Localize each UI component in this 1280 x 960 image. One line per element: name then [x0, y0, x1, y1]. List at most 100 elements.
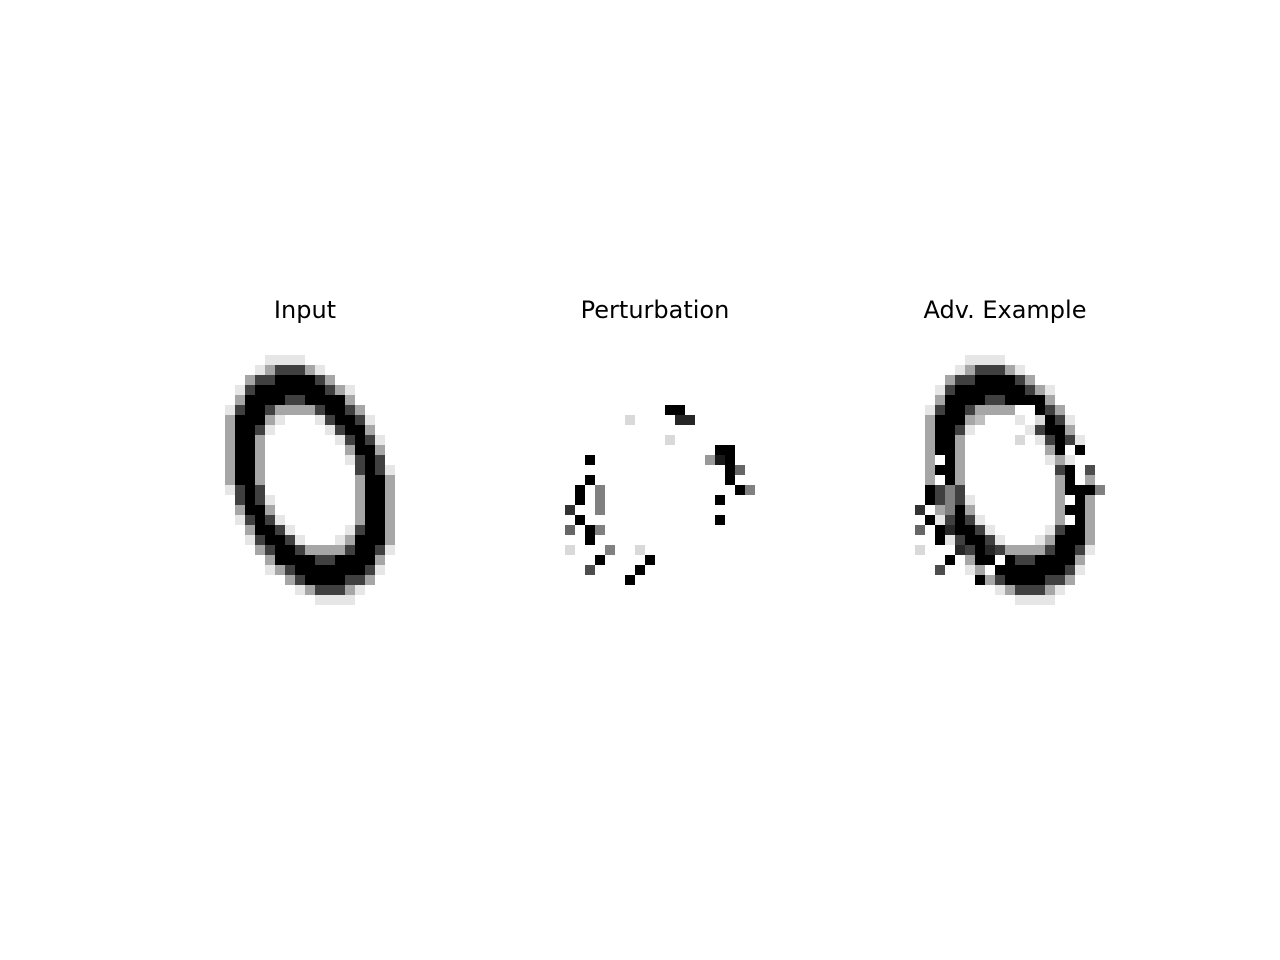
input-pixel [285, 525, 296, 536]
adv-pixel [995, 545, 1006, 556]
adv-pixel [935, 465, 946, 476]
perturbation-pixel [735, 485, 746, 496]
adv-pixel [1055, 525, 1066, 536]
input-pixel [255, 505, 266, 516]
input-pixel [225, 475, 236, 486]
adv-pixel [1005, 555, 1016, 566]
adv-pixel [1055, 455, 1066, 466]
input-pixel [275, 375, 286, 386]
adv-pixel [1055, 445, 1066, 456]
input-pixel [375, 535, 386, 546]
adv-pixel [1045, 455, 1056, 466]
adv-pixel [945, 465, 956, 476]
adv-pixel [965, 385, 976, 396]
input-pixel [345, 455, 356, 466]
adv-pixel [965, 565, 976, 576]
adv-pixel [935, 485, 946, 496]
input-pixel [245, 455, 256, 466]
input-pixel [355, 415, 366, 426]
input-pixel [305, 405, 316, 416]
adv-pixel [965, 365, 976, 376]
adv-pixel [925, 465, 936, 476]
adv-pixel [945, 525, 956, 536]
input-pixel [235, 485, 246, 496]
adv-pixel [925, 485, 936, 496]
input-pixel [225, 435, 236, 446]
input-pixel [345, 445, 356, 456]
adv-pixel [1055, 585, 1066, 596]
adv-pixel [1025, 565, 1036, 576]
adv-pixel [1055, 505, 1066, 516]
perturbation-pixel [685, 415, 696, 426]
adv-pixel [955, 385, 966, 396]
input-pixel [365, 465, 376, 476]
adv-pixel [955, 465, 966, 476]
adv-pixel [995, 365, 1006, 376]
adv-pixel [1055, 495, 1066, 506]
input-pixel [245, 375, 256, 386]
input-pixel [225, 455, 236, 466]
adv-pixel [945, 555, 956, 566]
input-pixel [345, 395, 356, 406]
adv-pixel [1015, 435, 1026, 446]
perturbation-pixel [725, 445, 736, 456]
adv-pixel [1045, 395, 1056, 406]
perturbation-pixel [625, 415, 636, 426]
input-pixel [295, 585, 306, 596]
input-pixel [365, 485, 376, 496]
adv-pixel [1005, 375, 1016, 386]
input-pixel [365, 435, 376, 446]
input-pixel [315, 405, 326, 416]
input-pixel [325, 405, 336, 416]
adv-pixel [1015, 375, 1026, 386]
input-pixel [265, 425, 276, 436]
input-pixel [355, 525, 366, 536]
input-pixel [335, 385, 346, 396]
input-pixel [225, 465, 236, 476]
input-pixel [265, 555, 276, 566]
adv-pixel [1045, 525, 1056, 536]
adv-pixel [945, 485, 956, 496]
input-pixel [345, 565, 356, 576]
adv-pixel [1045, 425, 1056, 436]
adv-pixel [1025, 545, 1036, 556]
input-pixel [315, 365, 326, 376]
input-pixel [235, 515, 246, 526]
adv-pixel [1065, 455, 1076, 466]
input-pixel [235, 415, 246, 426]
adv-pixel [945, 455, 956, 466]
input-digit-image [225, 355, 396, 606]
input-pixel [325, 385, 336, 396]
input-pixel [245, 385, 256, 396]
input-pixel [375, 495, 386, 506]
adv-pixel [965, 355, 976, 366]
adv-pixel [985, 535, 996, 546]
adv-pixel [965, 495, 976, 506]
perturbation-pixel [595, 485, 606, 496]
input-pixel [365, 415, 376, 426]
input-pixel [385, 485, 396, 496]
input-pixel [255, 395, 266, 406]
perturbation-pixel [635, 545, 646, 556]
adv-pixel [935, 395, 946, 406]
input-pixel [335, 405, 346, 416]
adv-pixel [925, 515, 936, 526]
input-pixel [335, 535, 346, 546]
adv-pixel [955, 365, 966, 376]
input-pixel [245, 425, 256, 436]
input-pixel [245, 515, 256, 526]
input-pixel [375, 455, 386, 466]
input-pixel [275, 555, 286, 566]
panel-perturbation: Perturbation [505, 290, 805, 610]
adv-pixel [985, 385, 996, 396]
perturbation-pixel [705, 455, 716, 466]
input-pixel [305, 375, 316, 386]
adv-pixel [1035, 575, 1046, 586]
perturbation-pixel [675, 405, 686, 416]
adv-pixel [975, 375, 986, 386]
panel-title-perturbation: Perturbation [580, 296, 730, 324]
adv-pixel [945, 415, 956, 426]
adv-pixel [1045, 575, 1056, 586]
adv-pixel [975, 545, 986, 556]
adv-pixel [955, 435, 966, 446]
